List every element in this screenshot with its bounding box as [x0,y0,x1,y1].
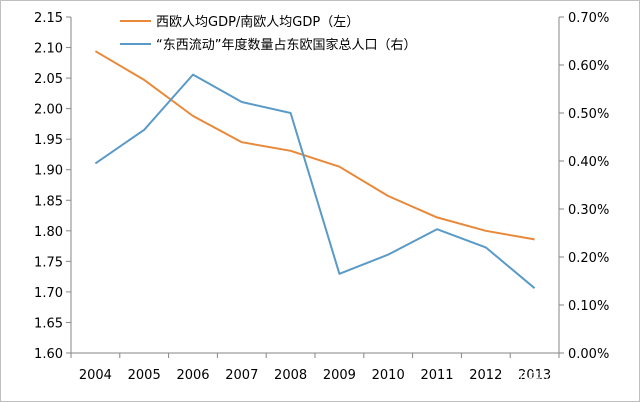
left-tick-label: 1.85 [34,194,63,209]
right-tick-label: 0.60% [568,59,609,74]
right-tick-label: 0.00% [568,347,609,362]
left-tick-label: 2.05 [34,72,63,87]
left-tick-label: 1.75 [34,255,63,270]
legend-label-east-west-flow: “东西流动”年度数量占东欧国家总人口（右） [156,37,416,53]
left-tick-label: 1.95 [34,133,63,148]
left-tick-label: 2.00 [34,103,63,118]
left-tick-label: 1.90 [34,164,63,179]
legend-label-gdp-ratio: 西欧人均GDP/南欧人均GDP（左） [156,14,359,30]
left-tick-label: 1.80 [34,225,63,240]
right-tick-label: 0.20% [568,251,609,266]
left-tick-label: 1.60 [34,347,63,362]
right-tick-label: 0.40% [568,155,609,170]
x-tick-label: 2013 [518,368,551,383]
x-tick-label: 2006 [176,368,209,383]
left-tick-label: 1.70 [34,286,63,301]
x-tick-label: 2004 [79,368,112,383]
x-tick-label: 2009 [323,368,356,383]
right-tick-label: 0.50% [568,107,609,122]
x-tick-label: 2011 [420,368,453,383]
watermark-text: 知乎 @栾雨辰 [513,370,601,387]
left-tick-label: 2.15 [34,11,63,26]
right-tick-label: 0.30% [568,203,609,218]
right-tick-label: 0.10% [568,299,609,314]
x-tick-label: 2010 [372,368,405,383]
x-tick-label: 2005 [128,368,161,383]
series-line-east-west-flow [94,73,536,289]
x-tick-label: 2008 [274,368,307,383]
series-line-gdp-ratio [94,50,535,241]
x-tick-label: 2007 [225,368,258,383]
left-tick-label: 1.65 [34,316,63,331]
right-tick-label: 0.70% [568,11,609,26]
left-tick-label: 2.10 [34,42,63,57]
x-tick-label: 2012 [469,368,502,383]
